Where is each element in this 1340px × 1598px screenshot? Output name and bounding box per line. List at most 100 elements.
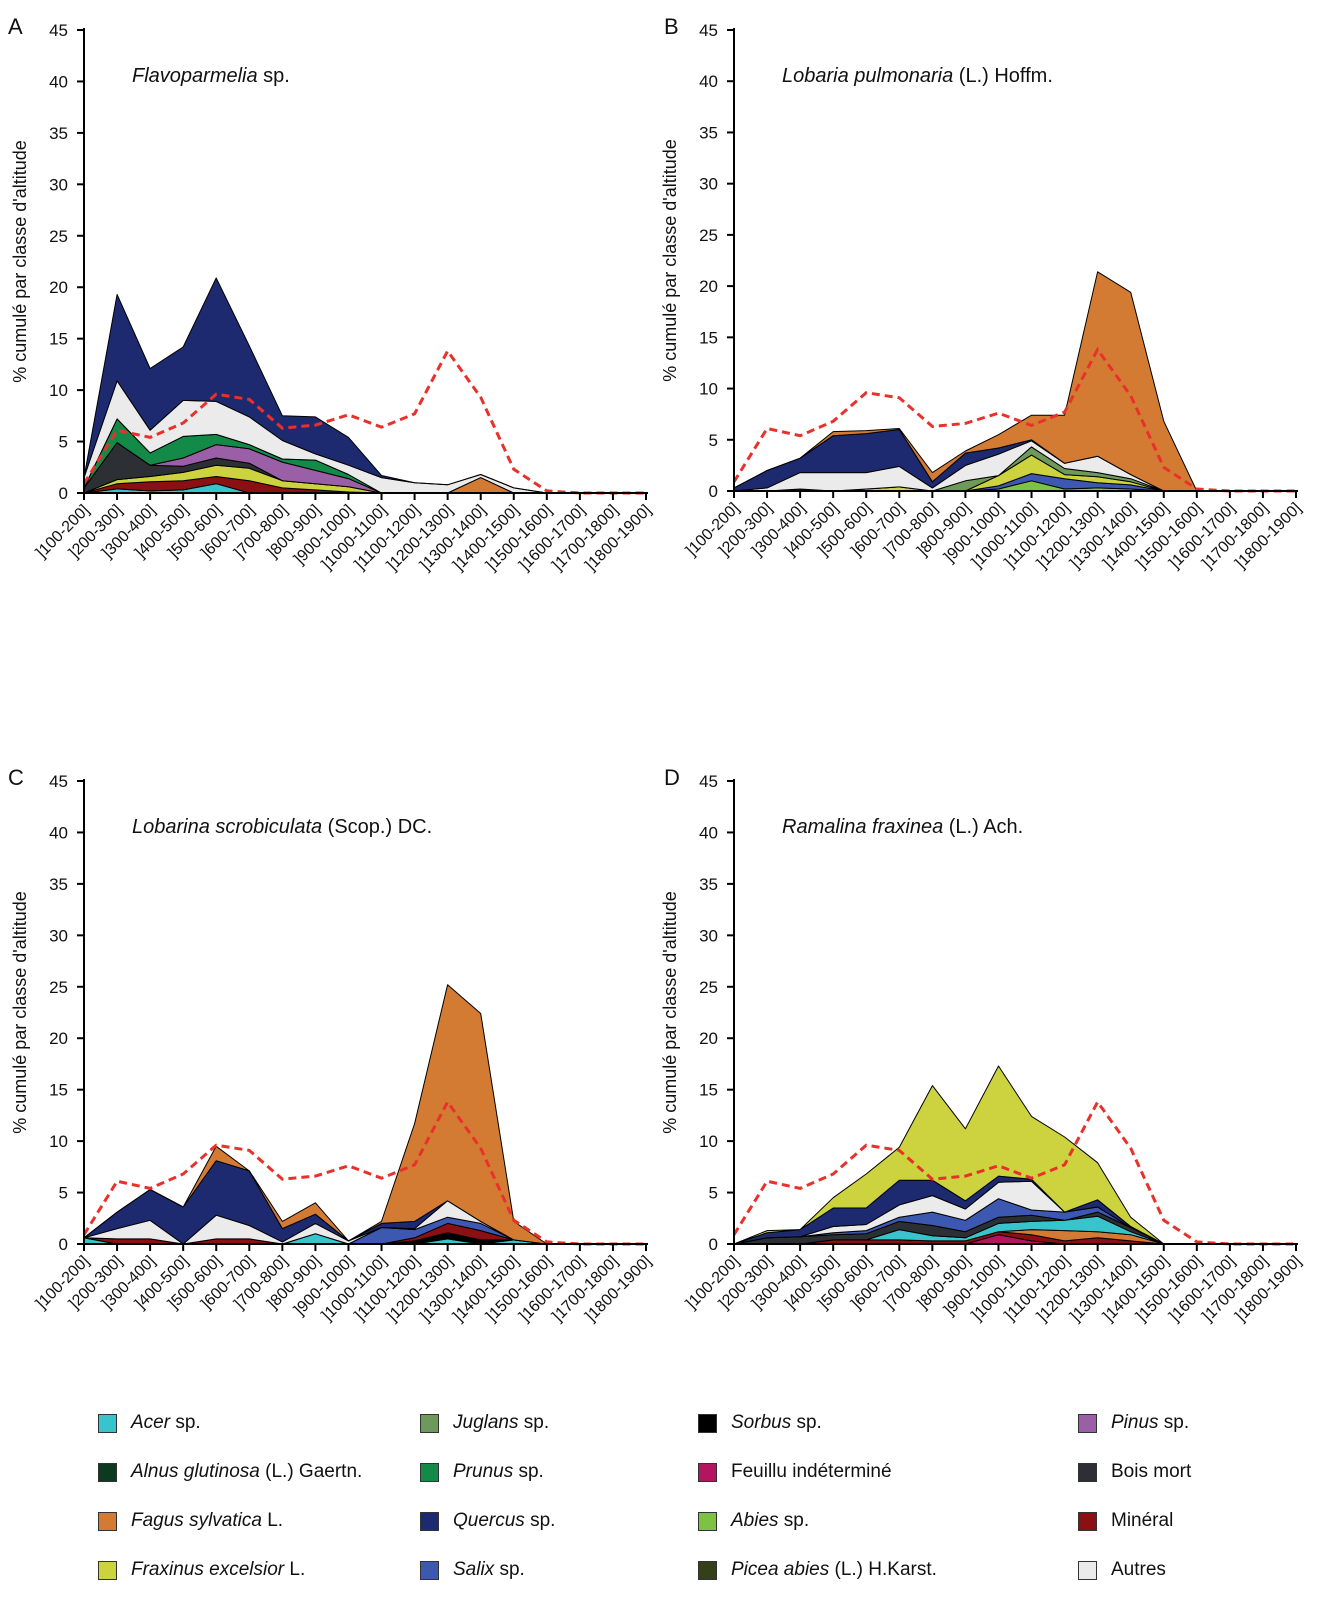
y-tick-label: 20 [699,277,718,296]
legend-label: sp. [170,1412,201,1433]
legend-swatch [1078,1511,1097,1531]
legend-item-juglans: Juglans sp. [420,1408,549,1438]
chart-panel-a: 051015202530354045]100-200]]200-300]]300… [8,14,655,574]
legend-item-fagus: Fagus sylvatica L. [98,1506,283,1536]
y-axis-label: % cumulé par classe d'altitude [660,891,680,1134]
legend-swatch [698,1462,717,1482]
y-axis-label: % cumulé par classe d'altitude [10,891,30,1134]
legend-swatch [98,1462,117,1482]
chart-panel-c: 051015202530354045]100-200]]200-300]]300… [8,765,655,1325]
legend-label: L. [261,1510,284,1531]
y-tick-label: 5 [59,433,68,452]
chart-title-rest: sp. [258,65,290,87]
legend-label-italic: Alnus glutinosa [131,1461,260,1482]
legend-item-sorbus: Sorbus sp. [698,1408,822,1438]
legend-swatch [98,1560,117,1580]
y-tick-label: 5 [59,1184,68,1203]
y-tick-label: 15 [699,328,718,347]
legend-swatch [698,1511,717,1531]
legend-swatch [420,1511,439,1531]
legend-swatch [1078,1560,1097,1580]
legend-item-quercus: Quercus sp. [420,1506,555,1536]
legend-swatch [698,1560,717,1580]
legend-swatch [1078,1413,1097,1433]
legend-label: Minéral [1111,1510,1174,1531]
chart-title: Flavoparmelia sp. [132,65,290,87]
y-tick-label: 40 [699,72,718,91]
legend-label: sp. [524,1510,556,1531]
legend-swatch [1078,1462,1097,1482]
chart-title: Lobarina scrobiculata (Scop.) DC. [132,816,432,838]
chart-title-rest: (L.) Hoffm. [953,65,1053,87]
y-tick-label: 40 [49,823,68,842]
legend-swatch [420,1462,439,1482]
chart-title-rest: (Scop.) DC. [322,816,432,838]
legend-item-picea: Picea abies (L.) H.Karst. [698,1555,937,1585]
legend-item-pinus: Pinus sp. [1078,1408,1189,1438]
y-tick-label: 35 [699,875,718,894]
legend-label: (L.) Gaertn. [259,1461,363,1482]
y-tick-label: 40 [699,823,718,842]
legend-label: sp. [518,1412,550,1433]
legend-item-mineral: Minéral [1078,1506,1173,1536]
legend-label: sp. [513,1461,544,1482]
panel-letter: C [8,765,24,790]
panel-letter: A [8,14,23,39]
legend-item-acer: Acer sp. [98,1408,201,1438]
y-tick-label: 5 [709,1184,718,1203]
y-axis-label: % cumulé par classe d'altitude [10,140,30,383]
chart-panels: 051015202530354045]100-200]]200-300]]300… [8,14,1305,1325]
legend-label: sp. [1158,1412,1190,1433]
y-tick-label: 25 [49,227,68,246]
legend-item-abies: Abies sp. [698,1506,809,1536]
legend: Acer sp. Alnus glutinosa (L.) Gaertn. Fagu… [98,1408,1318,1588]
chart-title-italic: Flavoparmelia [132,65,258,87]
y-tick-label: 5 [709,431,718,450]
legend-label-italic: Fraxinus excelsior [131,1559,285,1580]
y-tick-label: 10 [49,381,68,400]
legend-swatch [98,1511,117,1531]
y-tick-label: 20 [49,1029,68,1048]
legend-label: (L.) H.Karst. [829,1559,937,1580]
y-tick-label: 0 [709,1235,718,1254]
reference-line [732,346,1296,493]
y-tick-label: 45 [49,772,68,791]
y-tick-label: 45 [699,21,718,40]
y-tick-label: 15 [49,330,68,349]
y-tick-label: 10 [699,1132,718,1151]
y-tick-label: 10 [699,380,718,399]
legend-swatch [98,1413,117,1433]
legend-item-fraxinus: Fraxinus excelsior L. [98,1555,305,1585]
legend-label: Autres [1111,1559,1166,1580]
y-tick-label: 15 [49,1081,68,1100]
chart-title-rest: (L.) Ach. [943,816,1023,838]
chart-panel-d: 051015202530354045]100-200]]200-300]]300… [660,765,1305,1325]
panel-letter: B [664,14,679,39]
y-tick-label: 40 [49,72,68,91]
legend-label-italic: Juglans [453,1412,519,1433]
panel-letter: D [664,765,680,790]
legend-label-italic: Salix [453,1559,495,1580]
legend-item-bois: Bois mort [1078,1457,1191,1487]
y-tick-label: 25 [49,978,68,997]
chart-title-italic: Lobarina scrobiculata [132,816,322,838]
legend-label: sp. [778,1510,810,1531]
y-axis-label: % cumulé par classe d'altitude [660,139,680,382]
chart-title-italic: Lobaria pulmonaria [782,65,953,87]
chart-title: Lobaria pulmonaria (L.) Hoffm. [782,65,1053,87]
y-tick-label: 20 [49,278,68,297]
y-tick-label: 20 [699,1029,718,1048]
y-tick-label: 0 [59,1235,68,1254]
legend-label-italic: Pinus [1111,1412,1159,1433]
legend-label-italic: Fagus sylvatica [131,1510,262,1531]
legend-item-autres: Autres [1078,1555,1166,1585]
legend-label-italic: Abies [731,1510,779,1531]
legend-item-feuillu: Feuillu indéterminé [698,1457,892,1487]
y-tick-label: 30 [699,926,718,945]
y-tick-label: 0 [709,482,718,501]
chart-panel-b: 051015202530354045]100-200]]200-300]]300… [660,14,1305,572]
chart-title-italic: Ramalina fraxinea [782,816,943,838]
legend-swatch [698,1413,717,1433]
legend-swatch [420,1560,439,1580]
legend-label-italic: Quercus [453,1510,525,1531]
